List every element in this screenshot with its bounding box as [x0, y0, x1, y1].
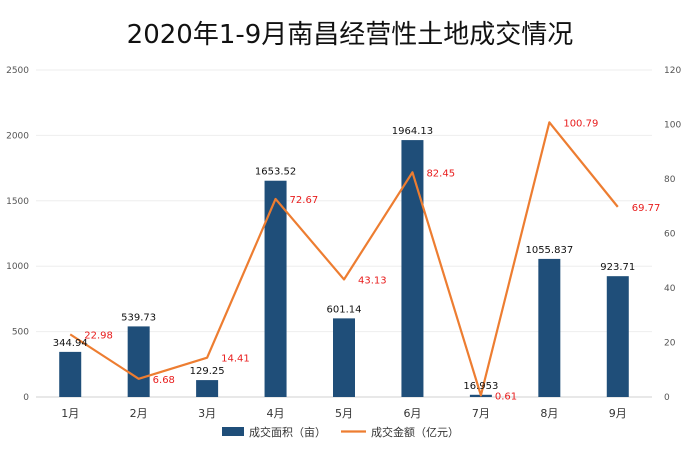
- bar-data-label: 1964.13: [392, 126, 433, 137]
- x-tick-label: 5月: [335, 407, 353, 420]
- bar-data-label: 1653.52: [255, 167, 296, 178]
- x-tick-label: 2月: [130, 407, 148, 420]
- amount-line: [69, 121, 619, 397]
- y-right-tick-label: 60: [664, 230, 676, 240]
- y-right-tick-label: 120: [664, 66, 681, 76]
- bar-data-label: 1055.837: [525, 245, 573, 256]
- legend-label-line: 成交金额（亿元）: [371, 425, 459, 439]
- y-left-tick-label: 0: [23, 393, 29, 403]
- y-left-tick-label: 500: [12, 328, 29, 338]
- x-tick-label: 6月: [403, 407, 421, 420]
- y-right-tick-label: 40: [664, 284, 676, 294]
- line-data-label: 14.41: [221, 354, 250, 365]
- bar: [196, 380, 219, 397]
- bar: [127, 326, 150, 397]
- bar: [401, 140, 424, 397]
- line-data-label: 100.79: [563, 118, 598, 129]
- bar-data-label: 129.25: [190, 366, 225, 377]
- bar-data-label: 923.71: [600, 262, 635, 273]
- x-tick-label: 4月: [267, 407, 285, 420]
- x-tick-label: 3月: [198, 407, 216, 420]
- line-data-label: 82.45: [426, 168, 455, 179]
- y-right-tick-label: 80: [664, 175, 676, 185]
- bar: [538, 258, 561, 397]
- bar: [59, 351, 82, 397]
- bar-data-label: 16.953: [463, 381, 498, 392]
- y-right-tick-label: 100: [664, 121, 681, 131]
- y-left-tick-label: 1000: [6, 262, 29, 272]
- x-tick-label: 8月: [540, 407, 558, 420]
- bar: [606, 276, 629, 397]
- line-data-label: 22.98: [84, 330, 113, 341]
- bar: [264, 180, 287, 397]
- y-right-tick-label: 20: [664, 339, 676, 349]
- line-data-label: 72.67: [290, 195, 319, 206]
- y-left-tick-label: 2500: [6, 66, 29, 76]
- bar-data-label: 344.94: [53, 338, 88, 349]
- x-tick-label: 9月: [609, 407, 627, 420]
- legend-label-bar: 成交面积（亩）: [249, 425, 326, 439]
- line-data-label: 6.68: [153, 375, 175, 386]
- y-left-tick-label: 2000: [6, 131, 29, 141]
- line-data-label: 0.61: [495, 391, 517, 402]
- bar: [333, 318, 355, 397]
- line-data-label: 69.77: [632, 203, 661, 214]
- bar-data-label: 601.14: [327, 304, 362, 315]
- bar-data-label: 539.73: [121, 312, 156, 323]
- legend-swatch-bar: [222, 427, 244, 436]
- y-left-tick-label: 1500: [6, 197, 29, 207]
- line-data-label: 43.13: [358, 275, 387, 286]
- x-tick-label: 1月: [61, 407, 79, 420]
- y-right-tick-label: 0: [664, 393, 670, 403]
- x-tick-label: 7月: [472, 407, 490, 420]
- chart-title: 2020年1-9月南昌经营性土地成交情况: [126, 20, 574, 50]
